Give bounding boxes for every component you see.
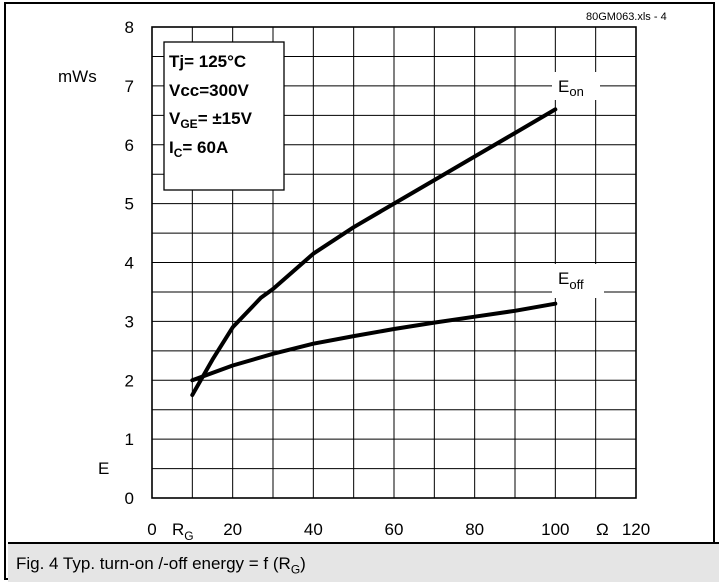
series-line-eon <box>190 107 558 397</box>
condition-tj: Tj= 125°C <box>169 52 246 71</box>
x-tick-label: 40 <box>304 520 323 539</box>
plot-area: 0 1 2 3 4 5 6 7 8 0 20 40 60 80 100 120 80GM063.xls - 4… <box>6 4 717 543</box>
y-tick-label: 1 <box>125 430 134 449</box>
y-tick-label: 2 <box>125 371 134 390</box>
y-tick-label: 3 <box>125 312 134 331</box>
y-tick-label: 6 <box>125 136 134 155</box>
series-label-eon: Eon <box>558 77 584 99</box>
y-unit-label: mWs <box>58 67 97 86</box>
x-tick-label: 100 <box>541 520 569 539</box>
conditions-box: Tj= 125°C Vcc=300V VGE= ±15V IC= 60A <box>163 41 285 191</box>
grid <box>151 26 637 499</box>
legend-label-eoff: Eoff <box>552 264 604 298</box>
x-tick-label: 0 <box>147 520 156 539</box>
y-tick-label: 5 <box>125 195 134 214</box>
condition-vcc: Vcc=300V <box>169 81 250 100</box>
plot-border <box>151 26 637 499</box>
caption-bar: Fig. 4 Typ. turn-on /-off energy = f (RG… <box>8 542 719 582</box>
x-tick-label: 60 <box>385 520 404 539</box>
y-axis-label: E <box>98 459 109 478</box>
x-tick-label: 80 <box>465 520 484 539</box>
figure-caption: Fig. 4 Typ. turn-on /-off energy = f (RG… <box>16 554 306 577</box>
y-tick-label: 8 <box>125 18 134 37</box>
x-unit-label: Ω <box>596 520 609 539</box>
series-layer <box>190 107 558 397</box>
x-tick-label: 120 <box>622 520 650 539</box>
x-axis-label: RG <box>172 520 194 540</box>
condition-vge: VGE= ±15V <box>169 109 253 131</box>
condition-ic: IC= 60A <box>169 138 228 160</box>
figure-frame: 0 1 2 3 4 5 6 7 8 0 20 40 60 80 100 120 80GM063.xls - 4… <box>4 2 719 582</box>
series-line-eoff <box>190 301 558 383</box>
legend-label-eon: Eon <box>552 72 600 100</box>
source-note: 80GM063.xls - 4 <box>586 11 667 23</box>
x-tick-label: 20 <box>223 520 242 539</box>
y-tick-label: 0 <box>125 489 134 508</box>
series-label-eoff: Eoff <box>558 269 584 292</box>
y-tick-label: 7 <box>125 77 134 96</box>
y-tick-label: 4 <box>125 254 134 273</box>
